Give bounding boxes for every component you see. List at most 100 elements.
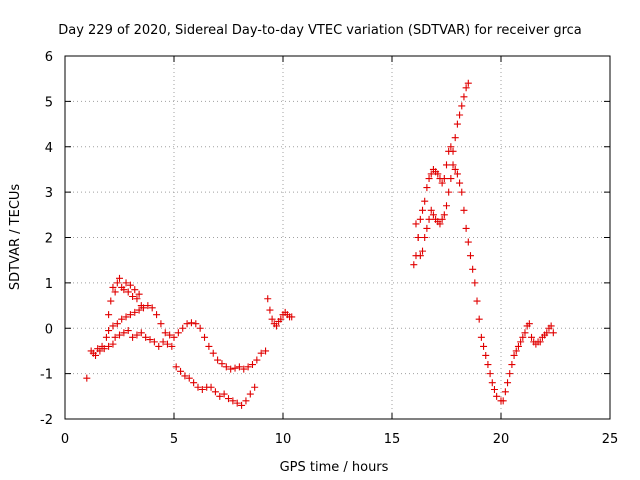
data-point	[253, 356, 261, 364]
data-point	[238, 401, 246, 409]
data-point	[451, 165, 459, 173]
data-point	[504, 379, 512, 387]
data-point	[124, 327, 132, 335]
data-point	[248, 361, 256, 369]
data-point	[185, 374, 193, 382]
data-point	[453, 170, 461, 178]
data-point	[466, 252, 474, 260]
data-point	[264, 295, 272, 303]
data-point	[419, 206, 427, 214]
data-point	[421, 197, 429, 205]
grid-lines	[65, 56, 610, 419]
data-point	[272, 322, 280, 330]
x-axis-label: GPS time / hours	[280, 460, 389, 475]
data-point	[425, 175, 433, 183]
data-point	[124, 288, 132, 296]
data-point	[427, 206, 435, 214]
x-tick-label: 15	[384, 432, 401, 447]
data-point	[153, 311, 161, 319]
data-point	[109, 322, 117, 330]
data-point	[137, 329, 145, 337]
data-point	[242, 397, 250, 405]
data-point	[225, 395, 232, 403]
data-point	[277, 315, 285, 323]
x-tick-label: 5	[170, 432, 178, 447]
data-point	[161, 329, 169, 337]
data-point	[475, 315, 483, 323]
data-point	[113, 279, 121, 287]
data-point	[464, 238, 472, 246]
data-point	[148, 304, 156, 312]
data-point	[521, 329, 529, 337]
data-point	[421, 234, 429, 241]
data-point	[447, 143, 455, 151]
data-point	[144, 302, 152, 310]
data-point	[510, 351, 518, 359]
data-point	[235, 363, 243, 371]
data-point	[246, 390, 254, 398]
data-point	[528, 333, 536, 341]
y-tick-label: 4	[45, 141, 53, 156]
data-point	[122, 279, 130, 287]
data-point	[512, 347, 520, 355]
data-point	[220, 390, 228, 398]
x-tick-label: 20	[493, 432, 510, 447]
data-point	[464, 79, 472, 87]
data-point	[133, 331, 141, 339]
data-point	[462, 224, 470, 232]
data-point	[517, 338, 525, 346]
data-point	[447, 175, 455, 183]
data-point	[181, 372, 189, 380]
data-point	[445, 188, 453, 196]
data-point	[514, 342, 522, 350]
x-tick-label: 25	[602, 432, 619, 447]
data-point	[288, 313, 296, 321]
y-tick-label: 2	[45, 232, 53, 247]
x-tick-label: 10	[275, 432, 292, 447]
data-point	[227, 365, 235, 373]
data-point	[183, 320, 191, 328]
data-point	[207, 383, 215, 391]
data-point	[493, 392, 501, 400]
data-point	[490, 386, 498, 394]
data-point	[174, 329, 182, 337]
data-point	[412, 220, 420, 228]
data-point	[150, 338, 158, 346]
x-tick-labels: 0 5 10 15 20 25	[61, 432, 618, 447]
data-point	[198, 386, 206, 394]
data-point	[216, 392, 224, 400]
data-point	[547, 322, 555, 330]
data-point	[414, 234, 422, 241]
data-point	[268, 315, 276, 323]
data-point	[163, 340, 171, 348]
data-point	[519, 333, 527, 341]
data-point	[172, 363, 180, 371]
y-tick-label: -1	[40, 368, 53, 383]
data-point	[436, 220, 444, 228]
data-point	[410, 261, 418, 269]
data-point	[419, 247, 427, 255]
data-point	[484, 361, 492, 369]
data-point	[155, 342, 163, 350]
data-point	[102, 333, 110, 341]
data-point	[477, 333, 485, 341]
data-point	[116, 274, 123, 282]
data-point	[460, 206, 468, 214]
data-point	[458, 102, 466, 110]
data-point	[105, 327, 113, 335]
data-point	[460, 93, 468, 101]
data-point	[126, 311, 134, 319]
data-point	[251, 383, 259, 391]
data-point	[508, 361, 516, 369]
data-point	[449, 161, 457, 169]
y-tick-label: 1	[45, 277, 53, 292]
data-point	[196, 324, 204, 332]
data-point	[118, 315, 126, 323]
data-point	[438, 179, 446, 187]
data-point	[427, 170, 435, 178]
data-point	[416, 252, 424, 260]
data-point	[423, 184, 431, 192]
data-point	[218, 360, 226, 368]
data-point	[113, 320, 121, 328]
data-point	[131, 286, 139, 294]
